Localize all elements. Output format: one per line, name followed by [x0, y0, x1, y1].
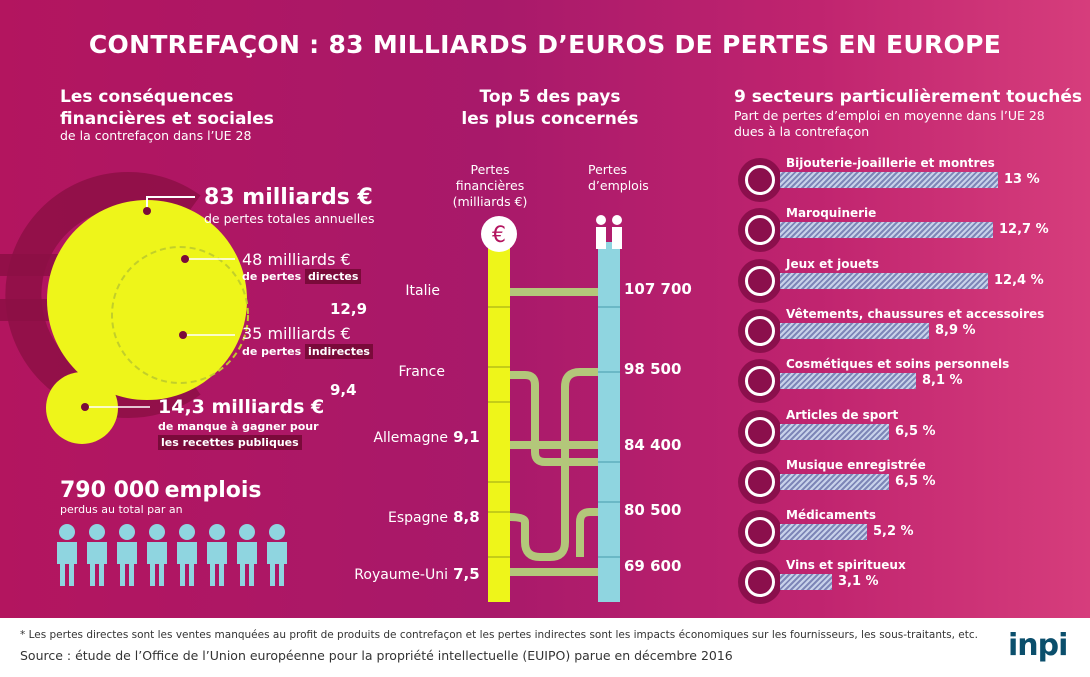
disc-icon [738, 459, 782, 504]
lips-icon [738, 359, 782, 404]
indirect-losses-desc: de pertes indirectes [242, 344, 373, 359]
total-losses-circle [47, 200, 247, 400]
sector-label: Jeux et jouets [786, 256, 880, 271]
shoe-icon [738, 308, 782, 353]
sector-percentage: 13 % [1004, 172, 1040, 187]
direct-losses-value: 48 milliards € [242, 250, 351, 269]
total-losses-value: 83 milliards € [204, 185, 373, 210]
pill-icon [738, 510, 782, 555]
jobs-value-4: 69 600 [624, 557, 682, 575]
financial-column-header: Pertes financières (milliards €) [452, 162, 528, 209]
svg-text:€: € [492, 223, 506, 248]
sector-bar [780, 222, 993, 239]
public-losses-desc: de manque à gagner pour les recettes pub… [158, 420, 319, 450]
jobs-value-3: 80 500 [624, 501, 682, 519]
countries-connector-diagram: € [481, 215, 622, 602]
jobs-value-0: 107 700 [624, 280, 692, 298]
jobs-lost: 790 000 emplois [60, 478, 262, 503]
people-pair-icon [596, 215, 622, 249]
sector-label: Médicaments [786, 508, 877, 523]
sector-bar [780, 473, 889, 490]
country-row-3: Espagne 8,8 [388, 508, 480, 526]
sector-percentage: 8,9 % [935, 322, 976, 338]
public-losses-value: 14,3 milliards € [158, 396, 325, 418]
direct-losses-desc: de pertes directes [242, 269, 362, 284]
sector-percentage: 6,5 % [895, 473, 936, 489]
handbag-icon [738, 208, 782, 253]
bottle-icon [738, 560, 782, 605]
sector-percentage: 12,7 % [999, 222, 1049, 238]
jobs-column-header: Pertes d’emplois [588, 162, 649, 193]
jobs-value-1: 98 500 [624, 360, 682, 378]
sector-label: Vins et spiritueux [786, 558, 906, 573]
jobs-lost-desc: perdus au total par an [60, 503, 183, 516]
inpi-logo: inpi [1008, 628, 1068, 663]
sector-label: Articles de sport [786, 407, 899, 422]
tshirt-icon [738, 409, 782, 454]
sector-percentage: 12,4 % [994, 272, 1044, 288]
scooter-icon [738, 258, 782, 303]
sector-label: Vêtements, chaussures et accessoires [786, 306, 1045, 321]
jobs-value-2: 84 400 [624, 436, 682, 454]
sector-label: Maroquinerie [786, 206, 877, 221]
sector-percentage: 6,5 % [895, 423, 936, 439]
sector-bar [780, 574, 832, 591]
country-row-1: France 9,4 [330, 364, 445, 399]
source-text: Source : étude de l’Office de l’Union eu… [20, 648, 733, 663]
sector-bar [780, 524, 867, 541]
sector-label: Bijouterie-joaillerie et montres [786, 156, 995, 170]
sector-label: Cosmétiques et soins personnels [786, 357, 1010, 372]
total-losses-desc: de pertes totales annuelles [204, 211, 375, 226]
sector-percentage: 5,2 % [873, 524, 914, 540]
indirect-losses-value: 35 milliards € [242, 324, 351, 343]
country-row-4: Royaume-Uni 7,5 [354, 565, 480, 583]
middle-heading: Top 5 des pays les plus concernés [461, 87, 639, 129]
indirect-losses-circle [111, 246, 249, 384]
sector-percentage: 8,1 % [922, 373, 963, 389]
right-heading: 9 secteurs particulièrement touchés [734, 87, 1083, 107]
right-subheading: Part de pertes d’emploi en moyenne dans … [734, 108, 1045, 139]
sector-bar [780, 172, 998, 188]
sector-bar [780, 322, 929, 339]
euro-icon [481, 216, 517, 252]
sector-label: Musique enregistrée [786, 457, 926, 472]
sector-bar [780, 373, 916, 390]
sector-bar [780, 272, 988, 289]
losses-circles [46, 196, 249, 444]
people-icons [57, 524, 287, 586]
sector-bar [780, 423, 889, 440]
ring-icon [738, 158, 782, 202]
left-heading: Les conséquences financières et sociales [60, 87, 274, 129]
left-subheading: de la contrefaçon dans l’UE 28 [60, 128, 252, 143]
sector-percentage: 3,1 % [838, 574, 879, 590]
country-row-0: Italie 12,9 [330, 283, 440, 318]
footnote: * Les pertes directes sont les ventes ma… [20, 629, 978, 641]
page-title: CONTREFAÇON : 83 MILLIARDS D’EUROS DE PE… [88, 30, 1002, 59]
footer: * Les pertes directes sont les ventes ma… [0, 618, 1090, 677]
country-row-2: Allemagne 9,1 [373, 428, 480, 446]
